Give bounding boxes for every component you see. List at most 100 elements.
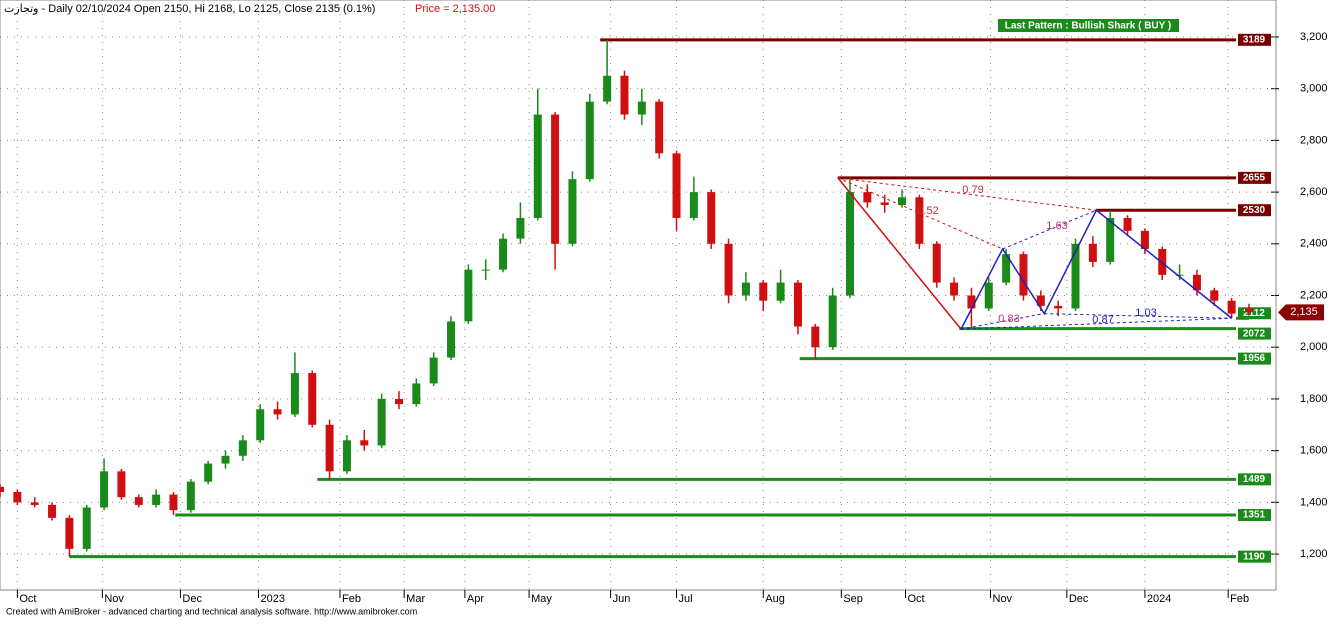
candle-body (1192, 274, 1201, 291)
pattern-legs (960, 209, 1233, 330)
candle-body (1106, 217, 1115, 262)
x-tick-label: Aug (765, 593, 785, 605)
candle-body (1244, 308, 1253, 313)
candle-body (603, 75, 612, 102)
candle-body (394, 398, 403, 405)
level-label: 2530 (1243, 205, 1266, 216)
level-badge (1238, 352, 1271, 365)
candle-body (13, 492, 22, 503)
candle-body (1175, 274, 1184, 276)
x-tick-label: Dec (182, 593, 202, 605)
candle-body (655, 101, 664, 154)
candle-body (585, 101, 594, 180)
x-tick-label: Oct (19, 593, 36, 605)
candle-body (412, 383, 421, 405)
y-tick-label: 1,200 (1300, 548, 1328, 560)
ratio-label: 0.52 (917, 205, 938, 217)
candle-body (741, 282, 750, 296)
x-tick-label: May (531, 593, 552, 605)
level-badge (1238, 550, 1271, 563)
candle-body (898, 197, 907, 206)
candle-body (1071, 243, 1080, 309)
candle-body (776, 282, 785, 301)
level-badge (1238, 171, 1271, 184)
candle-body (724, 243, 733, 296)
x-tick-label: 2024 (1147, 593, 1171, 605)
candle-body (1002, 254, 1011, 283)
candle-body (117, 471, 126, 498)
ratio-line (960, 313, 1045, 330)
candle-body (30, 502, 39, 505)
level-badge (1238, 327, 1271, 340)
header-price: Price = 2,135.00 (415, 3, 495, 15)
level-label: 1489 (1243, 474, 1266, 485)
candle-body (221, 455, 230, 464)
x-tick-label: Nov (104, 593, 124, 605)
candle-body (863, 192, 872, 203)
level-badge (1238, 204, 1271, 217)
ratio-line (837, 177, 1097, 211)
candle-body (464, 269, 473, 322)
candle-body (308, 373, 317, 425)
pattern-label: Last Pattern : Bullish Shark ( BUY ) (1005, 21, 1172, 32)
candle-body (1227, 300, 1236, 314)
candle-body (1036, 295, 1045, 306)
candle-body (1019, 254, 1028, 296)
candle-body (499, 238, 508, 270)
y-tick-label: 2,600 (1300, 186, 1328, 198)
level-label: 1351 (1243, 510, 1266, 521)
candle-body (915, 197, 924, 244)
candle-body (48, 504, 57, 518)
x-tick-label: Dec (1069, 593, 1089, 605)
candle-body (100, 471, 109, 508)
level-badge (1238, 509, 1271, 522)
candle-body (620, 75, 629, 115)
candle-body (1210, 290, 1219, 301)
y-tick-label: 1,600 (1300, 445, 1328, 457)
candle-body (186, 481, 195, 511)
footer: Created with AmiBroker - advanced charti… (6, 606, 417, 616)
candle-body (256, 409, 265, 441)
x-tick-label: Nov (993, 593, 1013, 605)
y-tick-label: 2,800 (1300, 134, 1328, 146)
candle-body (169, 494, 178, 511)
candle-body (828, 295, 837, 348)
candle-body (967, 295, 976, 309)
candle-body (793, 282, 802, 327)
y-tick-label: 3,200 (1300, 31, 1328, 43)
candle-body (516, 217, 525, 239)
level-label: 2112 (1243, 308, 1265, 319)
price-tag-label: 2,135 (1290, 306, 1318, 318)
candle-body (290, 373, 299, 415)
candle-body (672, 153, 681, 218)
candle-body (551, 114, 560, 244)
y-tick-label: 2,200 (1300, 289, 1328, 301)
candle-body (1140, 230, 1149, 249)
level-badge (1238, 33, 1271, 46)
candle-body (759, 282, 768, 301)
candle-body (447, 321, 456, 358)
plot-area (0, 0, 1277, 591)
candle-body (377, 398, 386, 446)
candle-body (134, 497, 143, 505)
level-badge (1238, 473, 1271, 486)
candle-body (238, 440, 247, 456)
x-tick-label: Mar (406, 593, 425, 605)
candle-body (1123, 217, 1132, 231)
candle-body (1054, 305, 1063, 309)
candle-body (1088, 243, 1097, 262)
ratio-label: 0.79 (962, 184, 983, 196)
candle-body (273, 409, 282, 415)
candle-body (811, 326, 820, 348)
price-tag (1278, 304, 1324, 321)
candle-body (533, 114, 542, 218)
y-tick-label: 3,000 (1300, 83, 1328, 95)
candle-body (152, 494, 161, 505)
ratio-label: 0.83 (998, 313, 1019, 325)
ratio-line (1044, 313, 1232, 319)
y-tick-label: 2,400 (1300, 238, 1328, 250)
level-label: 2655 (1243, 173, 1266, 184)
x-tick-label: Oct (908, 593, 925, 605)
pattern-badge (998, 19, 1179, 32)
